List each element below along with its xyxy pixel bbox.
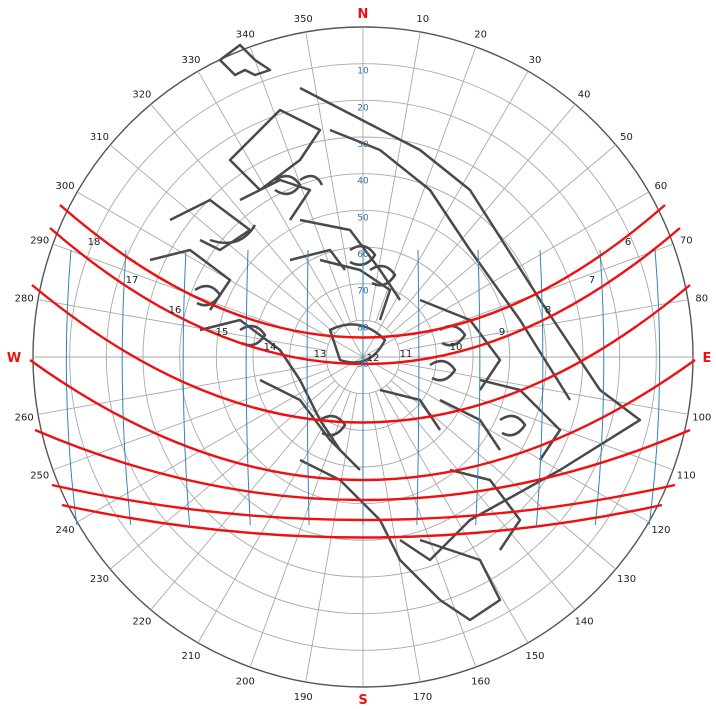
azimuth-label: 200 (236, 676, 255, 687)
azimuth-label: 240 (56, 525, 75, 536)
altitude-label: 20 (357, 103, 369, 113)
altitude-label: 10 (357, 67, 369, 77)
hour-label: 13 (314, 349, 327, 360)
azimuth-label: 300 (56, 181, 75, 192)
sun-path (49, 227, 681, 366)
azimuth-line (399, 362, 689, 415)
azimuth-line (375, 46, 477, 323)
azimuth-label: 230 (90, 574, 109, 585)
azimuth-line (399, 299, 689, 352)
cardinal-west: W (7, 351, 21, 366)
azimuth-label: 310 (90, 132, 109, 143)
hour-label: 10 (450, 342, 463, 353)
hour-label: 17 (126, 275, 139, 286)
azimuth-label: 70 (680, 235, 693, 246)
azimuth-label: 40 (578, 89, 591, 100)
azimuth-line (362, 191, 650, 358)
hour-label: 16 (169, 305, 182, 316)
azimuth-line (375, 391, 477, 668)
cardinal-north: N (358, 7, 369, 22)
altitude-label: 90 (357, 360, 369, 370)
cardinal-east: E (703, 351, 712, 366)
azimuth-line (76, 191, 364, 358)
diagram-labels: 10 20 30 40 50 60 70 80 100 110 120 130 140 150 160 170… (7, 7, 712, 708)
sun-path (34, 428, 691, 502)
azimuth-line (386, 384, 576, 611)
azimuth-label: 140 (575, 617, 594, 628)
azimuth-label: 50 (620, 132, 633, 143)
hour-label: 9 (499, 327, 505, 338)
hour-line (306, 249, 310, 526)
altitude-label: 40 (357, 177, 369, 187)
azimuth-label: 290 (30, 235, 49, 246)
azimuth-label: 190 (294, 692, 313, 703)
azimuth-line (305, 31, 358, 321)
hour-label: 11 (400, 349, 413, 360)
azimuth-label: 130 (617, 574, 636, 585)
hour-label: 6 (625, 237, 631, 248)
sun-path (29, 359, 696, 482)
azimuth-label: 330 (181, 55, 200, 66)
azimuth-line (368, 31, 421, 321)
hour-label: 12 (367, 353, 380, 364)
hour-line (182, 249, 191, 526)
altitude-label: 80 (357, 323, 369, 333)
altitude-label: 50 (357, 213, 369, 223)
azimuth-label: 10 (416, 14, 429, 25)
azimuth-line (52, 369, 329, 471)
azimuth-line (150, 384, 340, 611)
azimuth-line (362, 356, 529, 644)
hour-label: 7 (589, 275, 595, 286)
azimuth-line (249, 391, 351, 668)
azimuth-label: 120 (651, 525, 670, 536)
altitude-label: 60 (357, 250, 369, 260)
azimuth-label: 250 (30, 471, 49, 482)
azimuth-label: 60 (655, 181, 668, 192)
azimuth-line (197, 356, 364, 644)
altitude-label: 30 (357, 140, 369, 150)
azimuth-label: 150 (525, 651, 544, 662)
hour-label: 18 (88, 237, 101, 248)
azimuth-label: 160 (471, 676, 490, 687)
sun-path (51, 483, 676, 522)
azimuth-label: 350 (294, 14, 313, 25)
azimuth-label: 220 (132, 617, 151, 628)
hour-label: 15 (216, 327, 229, 338)
cardinal-south: S (358, 693, 367, 708)
azimuth-label: 280 (15, 293, 34, 304)
azimuth-line (37, 299, 327, 352)
azimuth-line (386, 103, 576, 330)
sun-path (31, 284, 691, 424)
hour-line (535, 249, 544, 526)
azimuth-line (150, 103, 340, 330)
azimuth-label: 170 (413, 692, 432, 703)
hour-line (416, 249, 420, 526)
azimuth-line (109, 380, 336, 570)
hour-label: 14 (264, 342, 277, 353)
altitude-label: 70 (357, 287, 369, 297)
azimuth-line (109, 144, 336, 334)
sun-path (61, 503, 663, 539)
azimuth-line (362, 356, 650, 523)
azimuth-label: 30 (529, 55, 542, 66)
azimuth-label: 320 (132, 89, 151, 100)
sun-path (59, 204, 666, 339)
azimuth-label: 80 (695, 293, 708, 304)
azimuth-label: 100 (692, 413, 711, 424)
azimuth-label: 20 (474, 30, 487, 41)
azimuth-line (76, 356, 364, 523)
azimuth-line (197, 70, 364, 358)
hour-label: 8 (545, 305, 551, 316)
azimuth-line (37, 362, 327, 415)
sun-path-curves (29, 204, 696, 539)
azimuth-label: 110 (677, 471, 696, 482)
azimuth-line (390, 144, 617, 334)
hour-line (121, 249, 132, 526)
azimuth-label: 260 (15, 413, 34, 424)
azimuth-label: 210 (181, 651, 200, 662)
azimuth-label: 340 (236, 30, 255, 41)
